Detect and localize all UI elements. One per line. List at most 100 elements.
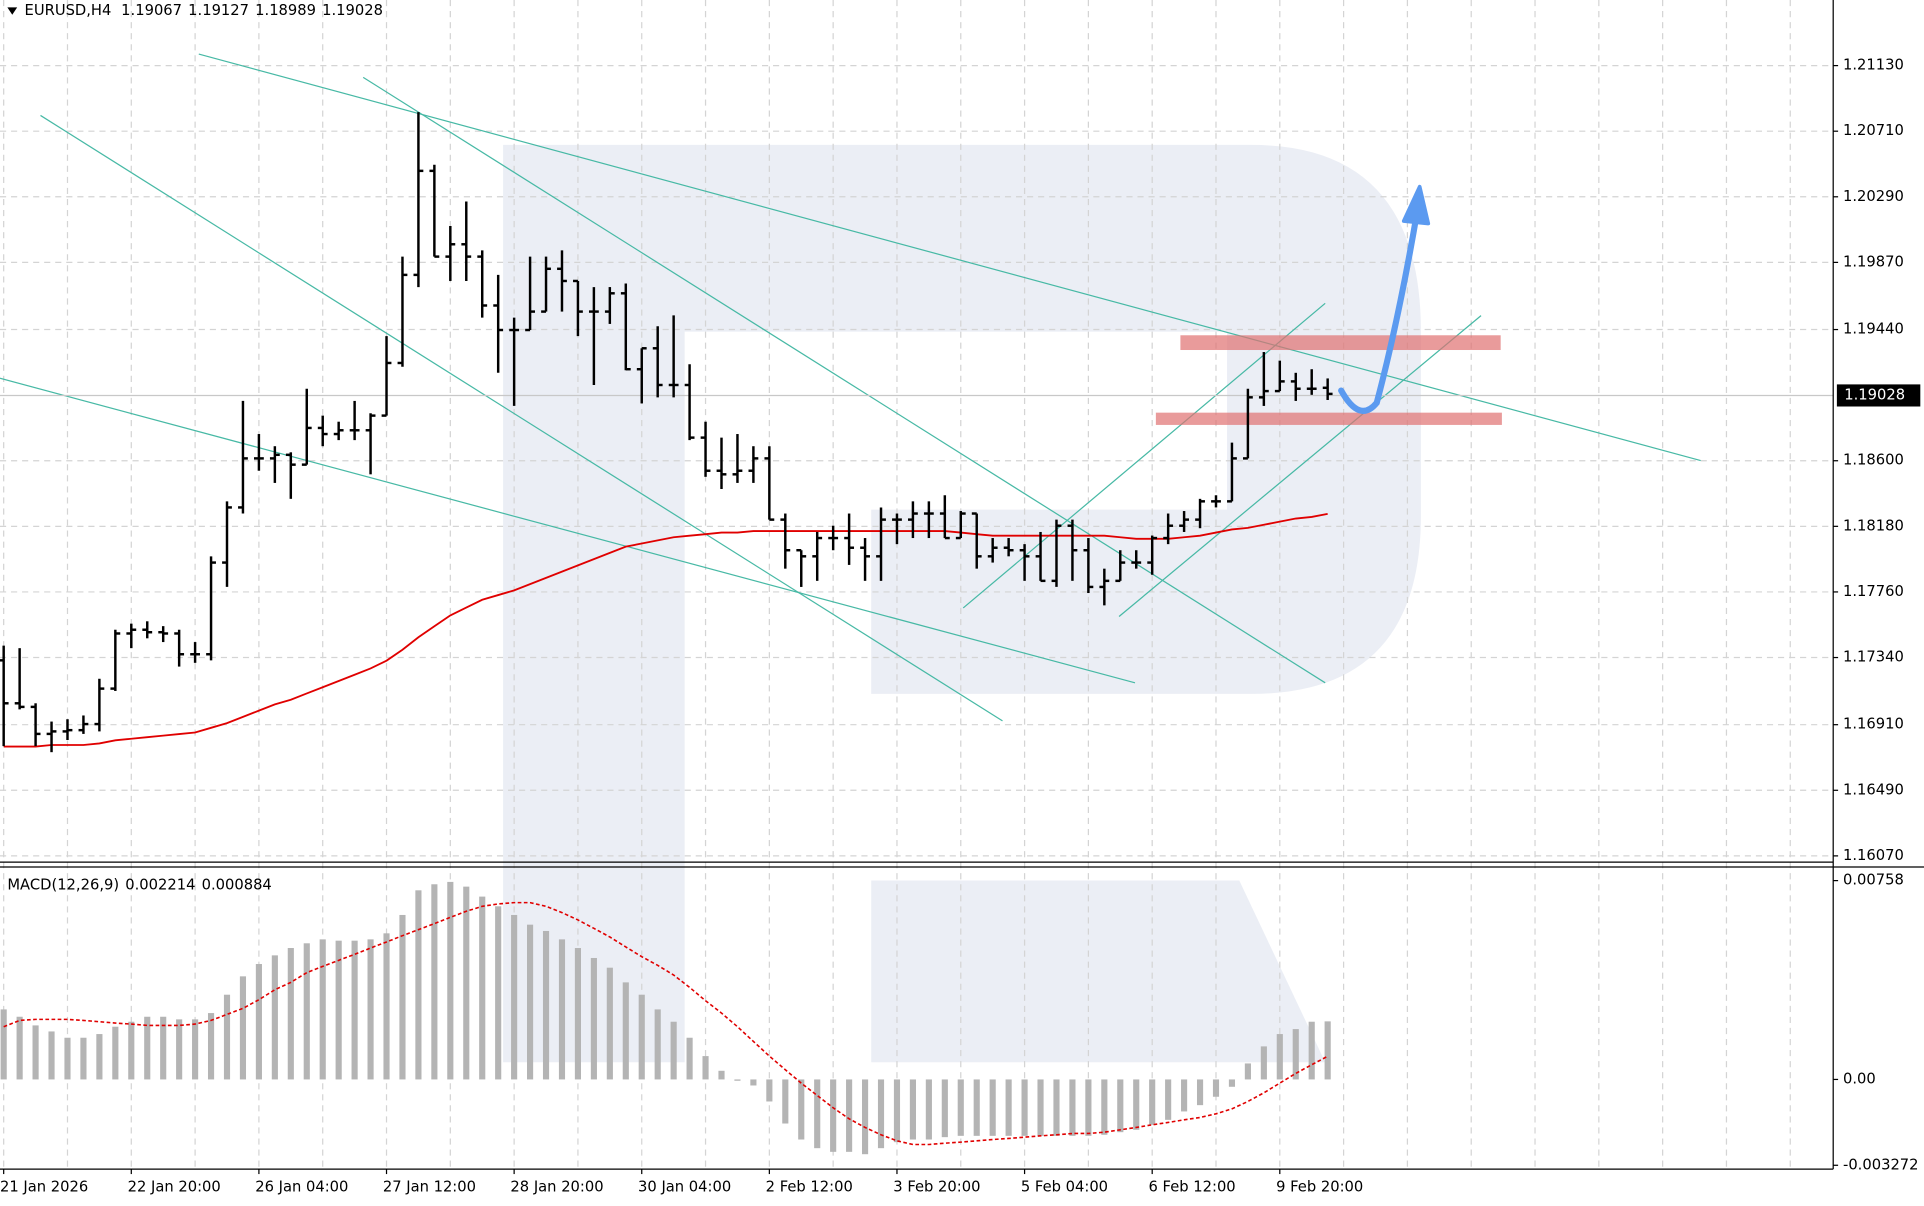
macd-bar [798, 1079, 805, 1140]
y-tick-label: 1.21130 [1843, 57, 1904, 74]
macd-bar [1165, 1079, 1172, 1120]
macd-bar [80, 1037, 87, 1080]
macd-bar [48, 1031, 55, 1080]
macd-bar [463, 886, 470, 1080]
macd-bar [383, 933, 390, 1080]
macd-bar [367, 939, 374, 1080]
trend-line [362, 76, 1326, 684]
macd-bar [1228, 1079, 1236, 1087]
macd-bar [686, 1037, 693, 1080]
macd-bar [1292, 1029, 1299, 1080]
signal-value: 0.000884 [202, 876, 272, 893]
collapse-icon[interactable] [7, 7, 18, 15]
macd-bar [893, 1079, 901, 1143]
plot [0, 112, 1333, 1155]
x-tick-label: 2 Feb 12:00 [766, 1179, 853, 1196]
macd-bar [702, 1056, 709, 1080]
macd-bar [734, 1079, 741, 1081]
y-tick-label: 1.20290 [1843, 188, 1904, 205]
macd-bar [479, 896, 486, 1080]
y-tick-label: 1.19440 [1843, 321, 1904, 338]
price-tag [1836, 384, 1921, 407]
macd-bar [782, 1079, 789, 1124]
y-tick-label: 1.17340 [1843, 649, 1904, 666]
macd-bar [303, 943, 310, 1080]
macd-bar [877, 1079, 885, 1149]
macd-bar [271, 955, 278, 1080]
macd-bar [1133, 1079, 1140, 1130]
macd-bar [112, 1026, 119, 1080]
y-tick-label: 1.16490 [1843, 781, 1904, 798]
y-tick-label: 0.00758 [1843, 872, 1904, 889]
price-header: EURUSD,H4 1.19067 1.19127 1.18989 1.19028 [25, 2, 383, 19]
macd-bar [718, 1070, 725, 1080]
trend-line [40, 114, 1003, 722]
macd-bar [925, 1079, 932, 1140]
macd-bar [1085, 1079, 1092, 1136]
macd-bar [16, 1016, 23, 1080]
x-tick-label: 9 Feb 20:00 [1276, 1179, 1363, 1196]
macd-bar [606, 967, 613, 1080]
x-tick-label: 30 Jan 04:00 [638, 1179, 731, 1196]
macd-bar [1276, 1034, 1283, 1080]
macd-bar [239, 976, 247, 1080]
high: 1.19127 [188, 2, 249, 19]
macd-bar [670, 1021, 677, 1080]
resistance-zone [1180, 335, 1501, 351]
macd-bar [1324, 1021, 1331, 1080]
macd-bar [144, 1016, 151, 1080]
y-tick-label: 1.16910 [1843, 716, 1904, 733]
macd-bar [287, 948, 294, 1080]
forecast-arrow [1338, 184, 1431, 414]
macd-bar [223, 994, 231, 1080]
open: 1.19067 [121, 2, 182, 19]
macd-bar [527, 924, 534, 1080]
macd-bar [1069, 1079, 1076, 1136]
macd-bar [830, 1079, 837, 1152]
x-tick-label: 27 Jan 12:00 [383, 1179, 476, 1196]
macd-bar [1021, 1079, 1028, 1136]
macd-bar [750, 1079, 757, 1086]
grid [0, 0, 1834, 1170]
signal-line [3, 901, 1329, 1146]
macd-bar [96, 1034, 103, 1080]
macd-bar [654, 1009, 661, 1080]
arrow-shaft [1338, 208, 1421, 414]
macd-bar [431, 884, 438, 1080]
macd-bar [861, 1079, 869, 1155]
macd-bar [399, 914, 406, 1080]
y-tick-label: 1.20710 [1843, 122, 1904, 139]
y-tick-label: 1.16070 [1843, 847, 1904, 864]
support-zone [1155, 412, 1502, 425]
macd-bar [255, 964, 262, 1080]
macd-bar [511, 914, 518, 1080]
macd-bar [128, 1021, 135, 1080]
moving-average [3, 512, 1328, 748]
macd-bar [590, 957, 597, 1080]
macd-bar [574, 948, 582, 1080]
macd-bar [973, 1079, 980, 1136]
y-tick-label: 1.19870 [1843, 253, 1904, 270]
x-tick-label: 5 Feb 04:00 [1021, 1179, 1108, 1196]
trend-line [198, 53, 1701, 462]
macd-bar [1005, 1079, 1012, 1136]
macd-bar [351, 940, 358, 1080]
macd-bar [1308, 1021, 1315, 1080]
macd-bar [558, 939, 566, 1080]
low: 1.18989 [255, 2, 316, 19]
macd-bar [766, 1079, 773, 1102]
watermark-r-top [503, 144, 1421, 1063]
macd-bar [1260, 1046, 1267, 1080]
macd-bar [447, 881, 454, 1080]
indicator: MACD(12,26,9) [7, 876, 119, 893]
y-tick-label: 1.18600 [1843, 452, 1904, 469]
arrow-head [1401, 184, 1431, 226]
macd-bar [1212, 1079, 1220, 1097]
macd-bar [192, 1019, 199, 1080]
macd-bar [32, 1025, 39, 1080]
y-tick-label: 0.00 [1843, 1070, 1876, 1087]
macd-bar [64, 1037, 71, 1080]
macd-bar [1101, 1079, 1108, 1135]
